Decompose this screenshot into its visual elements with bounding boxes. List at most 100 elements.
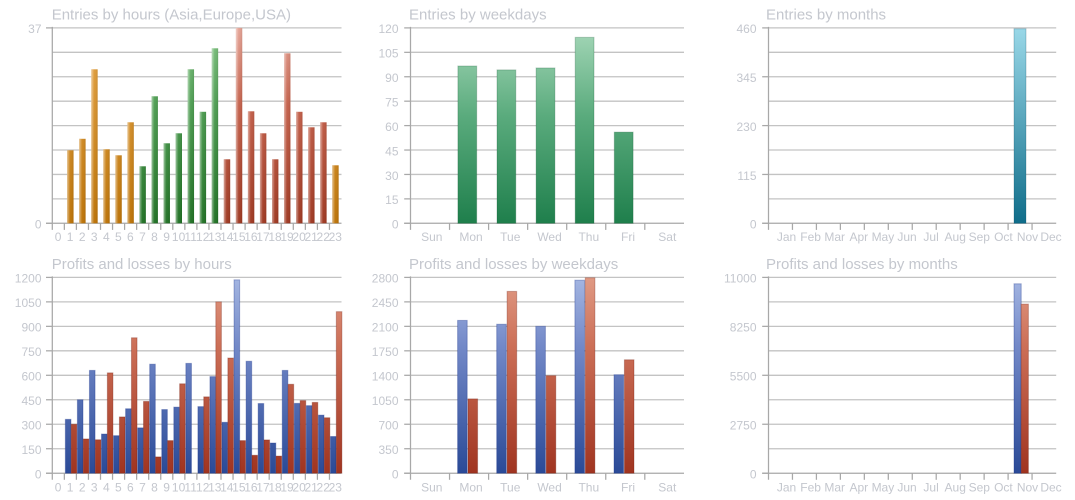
svg-text:Fri: Fri [621, 230, 635, 244]
svg-text:15: 15 [232, 230, 246, 244]
svg-text:4: 4 [103, 480, 110, 494]
svg-text:1200: 1200 [15, 272, 42, 286]
svg-text:4: 4 [103, 230, 110, 244]
svg-text:Feb: Feb [800, 230, 821, 244]
svg-text:7: 7 [139, 480, 146, 494]
svg-text:14: 14 [220, 480, 234, 494]
svg-text:9: 9 [163, 230, 170, 244]
svg-text:8250: 8250 [730, 321, 757, 335]
svg-text:0: 0 [35, 218, 42, 232]
svg-text:450: 450 [21, 394, 41, 408]
svg-text:Entries by weekdays: Entries by weekdays [409, 7, 547, 24]
svg-text:Thu: Thu [578, 480, 599, 494]
svg-text:5500: 5500 [730, 370, 757, 384]
svg-text:2800: 2800 [372, 272, 399, 286]
svg-text:Nov: Nov [1017, 230, 1038, 244]
svg-text:1: 1 [67, 230, 74, 244]
svg-text:Sep: Sep [969, 230, 991, 244]
svg-text:Dec: Dec [1040, 230, 1061, 244]
svg-text:2450: 2450 [372, 296, 399, 310]
svg-text:16: 16 [244, 480, 258, 494]
svg-text:Thu: Thu [578, 230, 599, 244]
svg-text:May: May [872, 480, 895, 494]
svg-text:13: 13 [208, 480, 222, 494]
svg-text:0: 0 [750, 468, 757, 482]
svg-text:5: 5 [115, 230, 122, 244]
svg-text:11000: 11000 [724, 272, 757, 286]
svg-text:0: 0 [55, 230, 62, 244]
svg-text:75: 75 [385, 95, 399, 109]
svg-text:9: 9 [163, 480, 170, 494]
svg-text:19: 19 [280, 480, 294, 494]
svg-text:0: 0 [55, 480, 62, 494]
svg-text:Aug: Aug [945, 230, 966, 244]
svg-text:20: 20 [292, 480, 306, 494]
svg-text:Apr: Apr [849, 480, 868, 494]
svg-text:Tue: Tue [500, 480, 521, 494]
svg-text:300: 300 [21, 419, 41, 433]
svg-text:0: 0 [35, 468, 42, 482]
svg-text:12: 12 [196, 480, 210, 494]
svg-text:15: 15 [385, 193, 399, 207]
svg-text:18: 18 [268, 480, 282, 494]
svg-text:Sep: Sep [969, 480, 991, 494]
svg-text:Dec: Dec [1040, 480, 1061, 494]
svg-text:5: 5 [115, 480, 122, 494]
svg-text:Sun: Sun [421, 480, 442, 494]
svg-text:6: 6 [127, 230, 134, 244]
svg-text:1050: 1050 [372, 394, 399, 408]
svg-text:Mon: Mon [459, 230, 482, 244]
svg-text:Mon: Mon [459, 480, 482, 494]
svg-text:Wed: Wed [537, 480, 561, 494]
svg-text:20: 20 [292, 230, 306, 244]
svg-text:Sat: Sat [658, 480, 677, 494]
svg-text:16: 16 [244, 230, 258, 244]
svg-text:Sat: Sat [658, 230, 677, 244]
svg-text:19: 19 [280, 230, 294, 244]
svg-text:700: 700 [378, 419, 398, 433]
svg-text:Fri: Fri [621, 480, 635, 494]
svg-text:Nov: Nov [1017, 480, 1038, 494]
svg-text:Entries by months: Entries by months [766, 7, 886, 24]
svg-text:10: 10 [172, 230, 186, 244]
svg-text:11: 11 [184, 480, 197, 494]
svg-text:15: 15 [232, 480, 246, 494]
svg-text:22: 22 [317, 480, 331, 494]
svg-text:350: 350 [378, 443, 398, 457]
svg-text:115: 115 [737, 169, 756, 183]
svg-text:13: 13 [208, 230, 222, 244]
svg-text:Oct: Oct [994, 480, 1013, 494]
svg-text:3: 3 [91, 480, 98, 494]
svg-text:17: 17 [256, 230, 270, 244]
svg-text:Tue: Tue [500, 230, 521, 244]
svg-text:8: 8 [151, 480, 158, 494]
svg-text:23: 23 [329, 230, 343, 244]
svg-text:Profits and losses by weekdays: Profits and losses by weekdays [409, 256, 618, 273]
svg-text:Wed: Wed [537, 230, 561, 244]
svg-text:21: 21 [304, 480, 318, 494]
svg-text:Jan: Jan [777, 230, 796, 244]
svg-text:10: 10 [172, 480, 186, 494]
svg-text:2: 2 [79, 230, 86, 244]
svg-text:Profits and losses by hours: Profits and losses by hours [52, 256, 232, 273]
svg-text:Apr: Apr [849, 230, 868, 244]
svg-text:11: 11 [184, 230, 197, 244]
svg-text:1050: 1050 [15, 296, 42, 310]
svg-text:18: 18 [268, 230, 282, 244]
svg-text:Entries by hours (Asia,Europe,: Entries by hours (Asia,Europe,USA) [52, 7, 291, 24]
svg-text:Feb: Feb [800, 480, 821, 494]
svg-text:Jul: Jul [923, 230, 938, 244]
svg-text:Jun: Jun [897, 230, 916, 244]
svg-text:Jul: Jul [923, 480, 938, 494]
svg-text:600: 600 [21, 370, 41, 384]
svg-text:Aug: Aug [945, 480, 966, 494]
svg-text:1400: 1400 [372, 370, 399, 384]
svg-text:900: 900 [21, 321, 41, 335]
svg-text:460: 460 [736, 22, 756, 36]
svg-text:May: May [872, 230, 895, 244]
svg-text:6: 6 [127, 480, 134, 494]
svg-text:90: 90 [385, 71, 399, 85]
svg-text:17: 17 [256, 480, 270, 494]
svg-text:14: 14 [220, 230, 234, 244]
svg-text:12: 12 [196, 230, 210, 244]
